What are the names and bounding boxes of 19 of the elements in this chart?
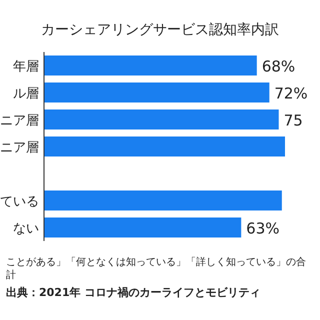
data-label: 72% [274,84,308,102]
y-tick-label: ル層 [13,86,39,102]
source-note: 出典：2021年 コロナ禍のカーライフとモビリティ [6,286,262,299]
bar [44,190,282,210]
data-label: 75 [284,112,303,130]
bar [44,110,279,130]
y-tick-label: ない [13,222,39,236]
bar [44,56,257,76]
data-label: 63% [246,220,280,238]
text: ことがある」「何となくは知っている」「詳しく知っている」の合計 [6,256,307,282]
chart-title: カーシェアリングサービス認知率内訳 [41,22,279,38]
bar [44,82,270,102]
y-tick-label: ている [0,194,39,210]
bar [44,218,242,238]
y-tick-label: ニア層 [0,114,39,128]
data-label: 68% [262,58,296,76]
bar [44,136,285,156]
y-tick-label: ニア層 [0,140,39,156]
y-tick-label: 年層 [13,60,39,74]
